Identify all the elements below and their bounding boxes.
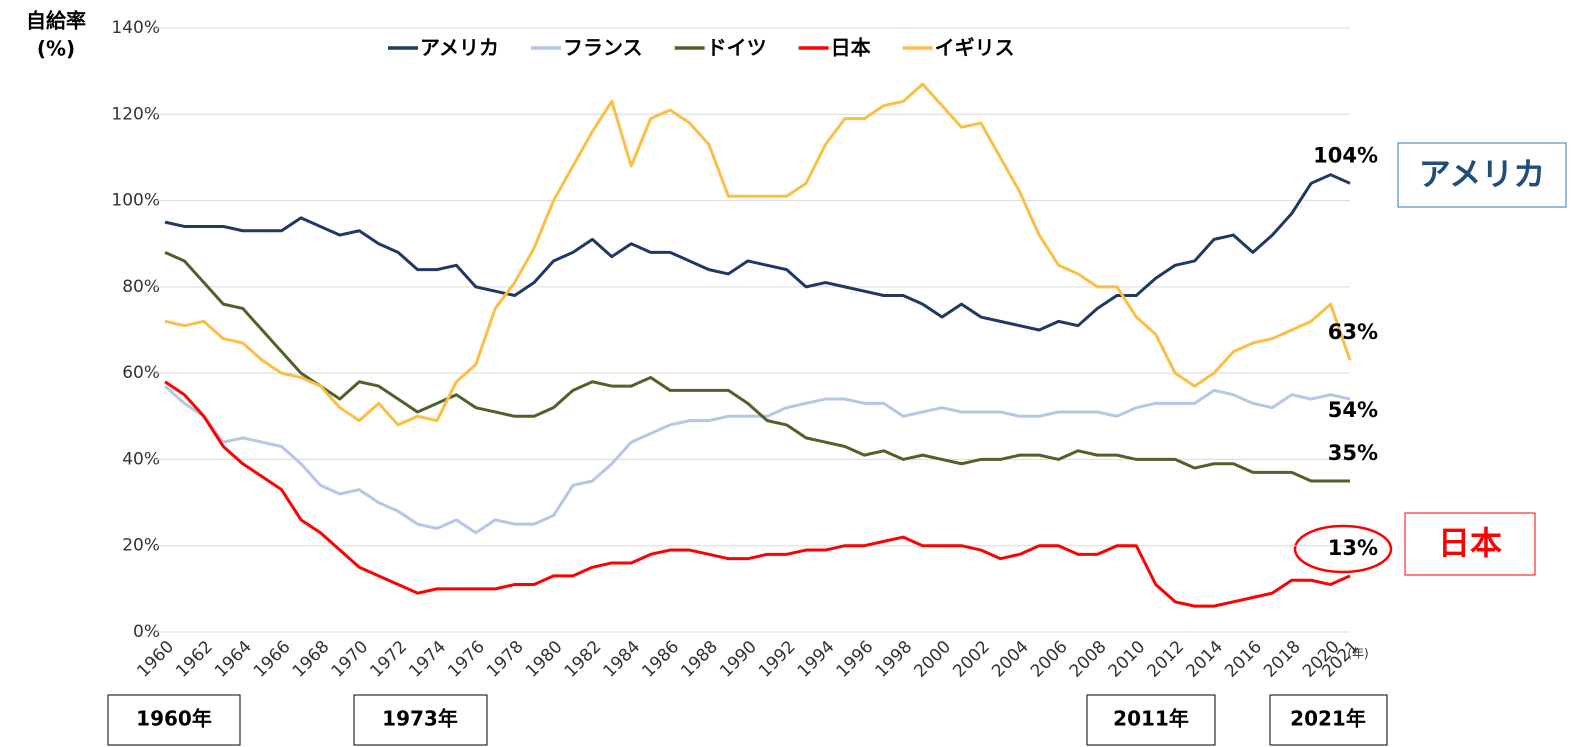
x-tick-label: 1992	[755, 637, 800, 682]
x-tick-label: 2002	[949, 637, 994, 682]
x-tick-label: 1968	[289, 637, 334, 682]
x-tick-label: 1960	[133, 637, 178, 682]
x-tick-label: 1988	[677, 637, 722, 682]
x-tick-label: 2010	[1105, 637, 1150, 682]
x-tick-label: 1962	[172, 637, 217, 682]
y-axis-label: 自給率	[26, 9, 86, 33]
y-tick-label: 120%	[111, 104, 160, 124]
y-tick-label: 80%	[122, 277, 160, 297]
x-tick-label: 2014	[1182, 637, 1227, 682]
period-box	[1269, 694, 1388, 746]
callout-box	[1397, 142, 1567, 208]
value-label: 63%	[1328, 320, 1378, 344]
x-tick-label: 2012	[1143, 637, 1188, 682]
x-unit: (年)	[1347, 647, 1368, 661]
x-tick-label: 1978	[483, 637, 528, 682]
value-label: 104%	[1313, 143, 1378, 167]
x-tick-label: 1966	[250, 637, 295, 682]
line-series	[164, 173, 1351, 332]
x-tick-label: 1980	[522, 637, 567, 682]
value-label: 13%	[1328, 536, 1378, 560]
x-tick-label: 1984	[600, 637, 645, 682]
period-box	[1086, 694, 1216, 746]
line-series	[164, 82, 1352, 427]
legend-label: アメリカ	[420, 36, 499, 60]
period-label: 1960年	[136, 707, 212, 731]
period-box	[353, 694, 488, 746]
x-tick-label: 2006	[1027, 637, 1072, 682]
callout: 日本	[1438, 524, 1502, 562]
x-tick-label: 1982	[561, 637, 606, 682]
y-tick-label: 0%	[133, 622, 160, 642]
callout-box	[1404, 512, 1536, 576]
x-tick-label: 1976	[444, 637, 489, 682]
x-tick-label: 2008	[1066, 637, 1111, 682]
x-tick-label: 1974	[405, 637, 450, 682]
legend-label: フランス	[563, 36, 643, 60]
x-tick-label: 1994	[794, 637, 839, 682]
y-tick-label: 40%	[122, 449, 160, 469]
x-tick-label: 2000	[910, 637, 955, 682]
line-series	[164, 384, 1351, 535]
legend-label: 日本	[831, 36, 871, 60]
x-tick-label: 2016	[1221, 637, 1266, 682]
value-label: 54%	[1328, 398, 1378, 422]
y-tick-label: 140%	[111, 18, 160, 38]
value-label: 35%	[1328, 441, 1378, 465]
y-tick-label: 100%	[111, 191, 160, 211]
callout: アメリカ	[1419, 155, 1545, 193]
y-tick-label: 20%	[122, 536, 160, 556]
period-label: 2021年	[1290, 707, 1366, 731]
highlight-ellipse	[1293, 524, 1393, 574]
period-label: 1973年	[382, 707, 458, 731]
y-tick-label: 60%	[122, 363, 160, 383]
line-series	[164, 380, 1351, 608]
x-tick-label: 1990	[716, 637, 761, 682]
x-tick-label: 2018	[1260, 637, 1305, 682]
x-tick-label: 1970	[328, 637, 373, 682]
period-box	[107, 694, 241, 746]
legend-label: イギリス	[935, 36, 1015, 60]
x-tick-label: 1998	[872, 637, 917, 682]
x-tick-label: 1996	[833, 637, 878, 682]
x-tick-label: 1964	[211, 637, 256, 682]
x-tick-label: 1972	[366, 637, 411, 682]
x-tick-label: 2004	[988, 637, 1033, 682]
y-axis-label: (%)	[37, 37, 75, 61]
x-tick-label: 1986	[638, 637, 683, 682]
legend-label: ドイツ	[707, 36, 767, 60]
line-series	[164, 250, 1350, 483]
period-label: 2011年	[1113, 707, 1189, 731]
